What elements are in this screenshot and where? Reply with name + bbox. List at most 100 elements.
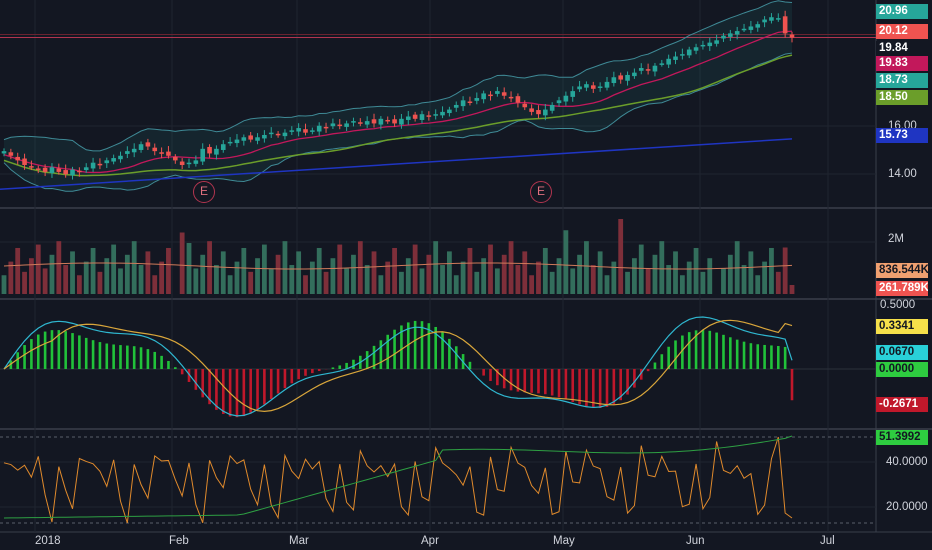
candle-body xyxy=(433,114,438,116)
earnings-marker[interactable]: E xyxy=(530,181,552,203)
volume-bar xyxy=(166,247,171,294)
macd-histogram-bar xyxy=(352,359,355,369)
candle-body xyxy=(604,81,610,88)
candle-body xyxy=(721,35,726,39)
candle-body xyxy=(385,119,391,122)
macd-histogram-bar xyxy=(681,335,684,369)
macd-histogram-bar xyxy=(208,369,211,405)
volume-bar xyxy=(227,275,233,294)
macd-histogram-bar xyxy=(153,351,157,369)
candle-body xyxy=(680,54,685,56)
macd-histogram-bar xyxy=(756,344,760,369)
macd-histogram-bar xyxy=(201,369,205,398)
macd-histogram-bar xyxy=(612,369,616,405)
candle-body xyxy=(56,168,62,172)
candle-body xyxy=(63,170,68,175)
candle-body xyxy=(262,134,267,139)
volume-bar xyxy=(337,244,343,294)
price-badge: 20.12 xyxy=(876,24,928,39)
macd-badge: 0.0000 xyxy=(876,362,928,377)
volume-bar xyxy=(399,271,404,294)
macd-histogram-bar xyxy=(591,369,595,408)
macd-histogram-bar xyxy=(763,344,766,369)
macd-histogram-bar xyxy=(598,369,602,408)
macd-histogram-bar xyxy=(646,369,650,372)
candle-body xyxy=(316,125,322,132)
macd-histogram-bar xyxy=(585,369,588,407)
volume-bar xyxy=(679,275,685,294)
candle-body xyxy=(632,72,637,77)
candle-body xyxy=(762,19,767,23)
candle-body xyxy=(90,162,96,169)
candle-body xyxy=(29,166,34,168)
candle-body xyxy=(220,144,226,150)
volume-bar xyxy=(364,265,370,294)
volume-bar xyxy=(296,251,302,294)
volume-bar xyxy=(261,244,267,294)
bollinger-upper-line xyxy=(3,0,793,152)
volume-bar xyxy=(721,268,726,294)
volume-bar xyxy=(440,265,445,294)
volume-bar xyxy=(49,254,55,294)
volume-bar xyxy=(303,275,308,294)
volume-bar xyxy=(611,261,617,294)
candle-body xyxy=(337,124,343,127)
macd-histogram-bar xyxy=(687,332,691,369)
volume-bar xyxy=(529,275,535,294)
volume-bar xyxy=(536,261,541,294)
macd-histogram-bar xyxy=(372,345,376,369)
volume-bar xyxy=(159,261,164,294)
volume-bar xyxy=(577,254,582,294)
candle-body xyxy=(549,104,555,111)
macd-histogram-bar xyxy=(790,369,794,401)
macd-histogram-bar xyxy=(701,329,705,369)
macd-histogram-bar xyxy=(564,369,568,400)
candle-body xyxy=(625,74,630,81)
macd-histogram-bar xyxy=(454,346,458,369)
macd-histogram-bar xyxy=(269,369,273,400)
macd-histogram-bar xyxy=(119,345,122,369)
macd-histogram-bar xyxy=(16,352,20,369)
macd-histogram-bar xyxy=(694,330,698,369)
candle-body xyxy=(741,28,747,31)
candle-body xyxy=(371,119,377,124)
x-axis-label: Feb xyxy=(169,535,189,547)
volume-bar xyxy=(570,268,576,294)
candle-body xyxy=(310,130,315,132)
candle-body xyxy=(495,91,500,94)
candle-body xyxy=(97,163,103,166)
macd-histogram-bar xyxy=(132,346,136,369)
candle-body xyxy=(1,151,7,154)
volume-bar xyxy=(659,241,665,294)
macd-line xyxy=(3,316,793,417)
volume-ma-line xyxy=(3,262,793,270)
candle-body xyxy=(296,128,301,132)
candle-body xyxy=(666,58,671,65)
volume-bar xyxy=(1,275,7,294)
volume-bar xyxy=(419,268,425,294)
bollinger-band-fill xyxy=(4,0,792,192)
macd-histogram-bar xyxy=(379,340,383,369)
candle-body xyxy=(145,142,151,147)
macd-histogram-bar xyxy=(722,334,725,369)
macd-histogram-bar xyxy=(434,326,437,369)
candle-body xyxy=(597,86,603,88)
volume-axis-label: 2M xyxy=(888,233,904,245)
candle-body xyxy=(673,56,678,60)
volume-bar xyxy=(241,247,247,294)
macd-histogram-bar xyxy=(331,367,335,369)
macd-histogram-bar xyxy=(550,369,554,396)
candle-body xyxy=(563,95,569,102)
macd-histogram-bar xyxy=(242,369,246,417)
volume-bar xyxy=(70,251,75,294)
volume-bar xyxy=(426,254,432,294)
candle-body xyxy=(734,31,740,35)
macd-histogram-bar xyxy=(537,369,540,394)
earnings-marker[interactable]: E xyxy=(193,181,215,203)
candle-body xyxy=(447,109,452,114)
volume-bar xyxy=(673,251,678,294)
candle-body xyxy=(440,111,445,116)
candle-body xyxy=(700,44,706,47)
